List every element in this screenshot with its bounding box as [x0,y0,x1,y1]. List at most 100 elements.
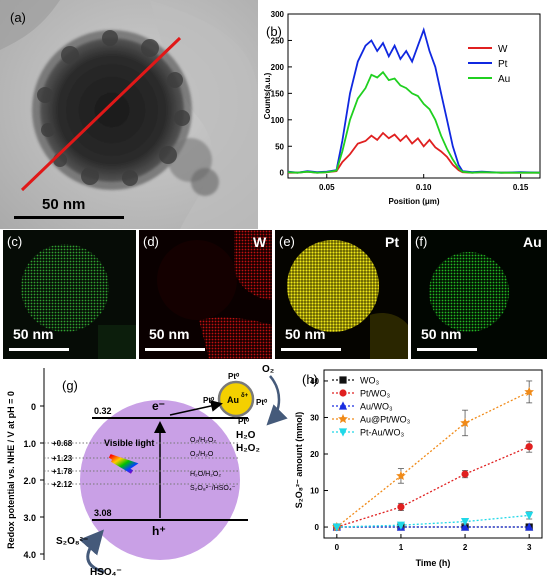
y-axis-label-h: S₂O₈²⁻ amount (mmol) [294,412,304,508]
map-label-c: (c) [7,234,23,249]
panel-label-g: (g) [62,378,78,393]
persulfate-chart: (h) 0 10 20 30 40 0 1 2 3 Time (h) S₂O₈²⁻ amount (m… [294,369,543,568]
reduction-arrow [266,375,288,426]
y-tick-label-h: 10 [310,487,319,496]
g-tick-1: 1.0 [23,439,36,449]
series-1-point [461,470,469,478]
scale-bar-a [14,216,124,219]
au-pt-particle [217,380,255,418]
g-tick-2: 2.0 [23,476,36,486]
series-1-legend-label: Pt/WO₃ [360,389,390,399]
level-178: +1.78 [52,467,73,476]
series-1-point [397,503,405,511]
x-tick-label-b: 0.05 [319,183,335,192]
y-tick-label-b: 0 [280,169,285,178]
au-sup: δ+ [241,393,249,399]
y-tick-label-h: 20 [310,450,319,459]
y-tick-label-b: 250 [271,36,285,45]
series-3-line [336,391,530,528]
y-tick-label-b: 200 [271,63,285,72]
s2o8-label: S₂O₈²⁻ [56,536,88,547]
h2o2-label: H₂O₂ [236,443,260,454]
series-4-point [525,511,534,520]
map-label-f: (f) [415,234,428,249]
line-scan-chart: 0 50 100 150 200 250 300 0.05 0.10 0.15 Position (… [263,10,541,206]
series-1-legend-marker [339,389,347,397]
level-068: +0.68 [52,439,73,448]
series-2-legend-label: Au/WO₃ [360,402,393,412]
y-tick-label-b: 150 [271,89,285,98]
visible-light-label: Visible light [104,438,154,448]
couple-o2-h2o2: O₂/H₂O₂ [190,437,216,444]
series-1-line [336,446,530,528]
series-4-point [332,523,341,532]
map-label-e: (e) [279,234,295,249]
panel-a-tem-image: (a) 50 nm [0,0,258,229]
x-tick-label-h: 3 [527,543,532,552]
y-tick-label-h: 30 [310,413,319,422]
plot-frame-h [323,369,543,539]
level-212: +2.12 [52,480,73,489]
level-123: +1.23 [52,454,73,463]
g-tick-3: 3.0 [23,513,36,523]
panel-g-band-diagram: 0 1.0 2.0 3.0 4.0 Redox potential vs. NH… [0,360,290,577]
hole-label: h⁺ [152,524,166,538]
scale-text-d: 50 nm [149,326,190,342]
vb-value: 3.08 [94,508,112,518]
scale-bar-c [9,348,69,351]
series-1-point [525,443,533,451]
map-element-d: W [253,234,267,250]
y-tick-label-b: 300 [271,10,285,19]
couple-s2o8-hso4: S₂O₈²⁻/HSO₄⁻ [190,485,236,492]
map-element-e: Pt [385,234,399,250]
x-tick-label-h: 1 [399,543,404,552]
scale-bar-f [417,348,477,351]
map-element-f: Au [523,234,542,250]
eds-map-w [139,230,272,359]
panel-b-line-scan: 0 50 100 150 200 250 300 0.05 0.10 0.15 Position (… [258,0,550,229]
series-line-au [287,70,540,174]
series-line-w [288,131,540,174]
series-2-point [460,522,470,531]
y-tick-label-b: 100 [271,116,285,125]
electron-label: e⁻ [152,399,165,413]
series-4-point [460,517,470,527]
eds-map-au [411,230,547,359]
pt-label-bottom: Pt⁰ [238,417,250,426]
map-panel-c: (c) 50 nm [3,230,136,359]
panel-label-h: (h) [302,372,318,387]
tem-image [0,0,258,229]
series-3-point [460,417,470,428]
couple-h2o-h2o2: H₂O/H₂O₂ [190,471,221,478]
visible-light-icon [108,454,139,474]
y-axis-label-b: Counts(a.u.) [263,72,272,119]
hso4-label: HSO₄⁻ [90,567,122,577]
g-tick-4: 4.0 [23,550,36,560]
series-2-legend-marker [338,401,348,410]
series-4-point [396,521,406,530]
map-panel-f: (f) Au 50 nm [411,230,547,359]
scale-bar-d [145,348,205,351]
oxidation-arrow [79,529,105,574]
au-label: Au [227,395,239,405]
panel-h-persulfate-chart: (h) 0 10 20 30 40 0 1 2 3 Time (h) S₂O₈²⁻ amount (m… [290,360,550,577]
y-tick-label-h: 40 [310,377,319,386]
map-panel-d: (d) W 50 nm [139,230,272,359]
series-0-legend-marker [339,376,347,384]
plot-frame-b [287,13,541,179]
scale-text-c: 50 nm [13,326,54,342]
legend-label-w: W [498,44,508,55]
pt-label-left: Pt⁰ [203,396,215,405]
x-tick-label-b: 0.10 [416,183,432,192]
g-ylabel: Redox potential vs. NHE / V at pH = 0 [6,391,16,549]
map-label-d: (d) [143,234,159,249]
x-tick-label-b: 0.15 [513,183,529,192]
line-scan-path [20,36,182,192]
band-diagram: 0 1.0 2.0 3.0 4.0 Redox potential vs. NH… [6,364,288,577]
electron-transfer-arrow [169,400,223,416]
pt-label-right: Pt⁰ [256,398,268,407]
series-3-point [524,386,534,396]
scale-text-f: 50 nm [421,326,462,342]
g-tick-0: 0 [31,402,36,412]
o2-label: O₂ [262,364,274,375]
